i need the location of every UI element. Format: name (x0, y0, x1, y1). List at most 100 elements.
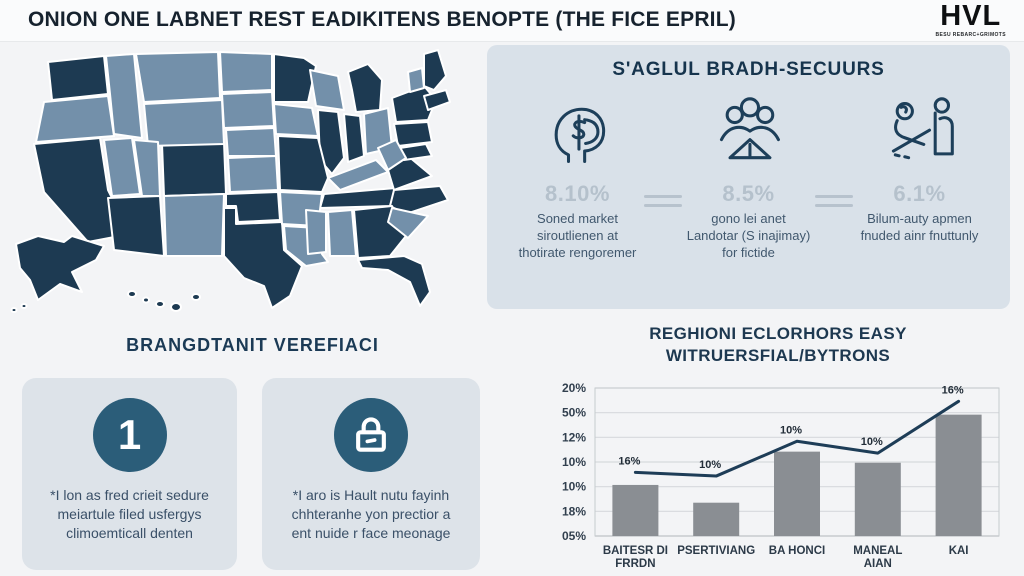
state-shape (319, 187, 397, 209)
bar (774, 451, 820, 536)
hawaii-island (170, 302, 182, 312)
trend-line (633, 399, 961, 478)
step-number-badge: 1 (92, 398, 167, 472)
chart-heading-line2: WITRUERSFIAL/BYTRONS (665, 346, 891, 366)
card-text-line: *I lon as fred crieit sedure (50, 487, 209, 503)
person-desk-icon (882, 95, 958, 171)
card-text-line: *I aro is Hault nutu fayinh (292, 487, 450, 503)
state-shape (273, 53, 317, 103)
state-shape (163, 193, 225, 257)
stat-caption-line: Soned market (537, 211, 618, 226)
state-shape (277, 135, 329, 193)
stat-value: 6.1% (893, 181, 946, 206)
stat-caption-line: Landotar (S inajimay) (686, 227, 811, 243)
state-shape (273, 103, 319, 137)
y-tick-label: 50% (562, 406, 586, 420)
y-tick-label: 10% (562, 455, 586, 469)
header-bar: ONION ONE LABNET REST EADIKITENS BENOPTE… (0, 0, 1024, 42)
state-shape (221, 91, 275, 129)
state-shape (135, 51, 221, 103)
x-tick-label: PSERTIVIANG (677, 545, 755, 557)
bar (693, 502, 740, 536)
stat-item-market: 8.10% Soned market siroutlienen at thoti… (511, 95, 644, 262)
stat-caption-line: fnuded ainr fnuttunly (860, 227, 979, 243)
hawaii-island (127, 290, 137, 298)
card-text-line: ent nuide r face meonage (291, 524, 451, 541)
stat-caption: Bilum-auty apmen fnuded ainr fnuttunly (861, 211, 979, 245)
card-text-line: meiartule filed usfergys (57, 505, 202, 522)
page-title: ONION ONE LABNET REST EADIKITENS BENOPTE… (28, 8, 736, 31)
state-shape (47, 55, 109, 101)
verification-card-text: *I lon as fred crieit sedure meiartule f… (42, 486, 217, 543)
stat-caption-line: gono lei anet (711, 211, 786, 226)
alaska-island (20, 303, 28, 309)
equals-divider-icon (815, 195, 853, 262)
stat-caption-line: for fictide (722, 244, 775, 260)
state-shape (393, 121, 433, 147)
y-tick-label: 10% (562, 480, 586, 494)
state-shape (225, 191, 281, 223)
lock-icon (356, 417, 386, 452)
family-group-icon (711, 95, 787, 171)
state-shape (219, 51, 273, 93)
state-shape (387, 207, 429, 239)
stats-panel-heading: S'AGLUL BRADH-SECUURS (612, 59, 885, 80)
lock-badge (334, 398, 408, 472)
head-currency-icon (540, 95, 616, 171)
verification-card-text: *I aro is Hault nutu fayinh chhteranhe y… (284, 486, 459, 543)
state-shape (423, 49, 447, 91)
stats-row: 8.10% Soned market siroutlienen at thoti… (511, 95, 986, 262)
stat-caption: gono lei anet Landotar (S inajimay) for … (687, 211, 811, 262)
x-tick-label: BA HONCI (769, 545, 825, 557)
state-shape (423, 89, 451, 111)
state-shape (357, 255, 431, 307)
verification-card-1: 1 *I lon as fred crieit sedure meiartule… (22, 378, 237, 570)
bar (612, 484, 659, 536)
state-shape (225, 127, 277, 157)
card-text-line: climoemticall denten (66, 524, 193, 541)
state-shape (347, 63, 383, 113)
stat-item-work: 6.1% Bilum-auty apmen fnuded ainr fnuttu… (853, 95, 986, 262)
stats-panel: S'AGLUL BRADH-SECUURS 8.10% Soned market… (487, 45, 1010, 309)
stat-caption-line: siroutlienen at (537, 227, 618, 243)
state-shape (143, 99, 225, 147)
line-point-label: 10% (699, 459, 721, 471)
state-shape (327, 209, 357, 257)
stat-value: 8.5% (722, 181, 775, 206)
stat-caption-line: Bilum-auty apmen (867, 211, 972, 226)
chart-heading-line1: REGHIONI ECLORHORS EASY (649, 324, 907, 343)
verification-heading: BRANGDTANIT VEREFIACI (126, 335, 379, 355)
y-tick-label: 05% (562, 529, 586, 543)
hawaii-island (191, 293, 201, 301)
state-shape (227, 155, 279, 193)
regional-bar-line-chart: 20% 50% 12% 10% 10% 18% 05% 16% 10% 10% 10% 16% BAIT… (562, 381, 1000, 570)
x-tick-label: BAITESR DI (603, 545, 668, 557)
line-point-label: 16% (618, 455, 640, 467)
state-shape (327, 159, 389, 191)
state-shape (107, 195, 165, 257)
state-shape (133, 139, 161, 197)
y-tick-label: 12% (562, 430, 586, 444)
brand-logo-text: HVL (940, 0, 1002, 32)
card-text-line: chhteranhe yon prectior a (291, 505, 451, 522)
step-number: 1 (117, 411, 142, 458)
state-shape (343, 113, 365, 163)
state-shape (105, 53, 143, 139)
state-shape (305, 209, 327, 255)
brand-logo-subtext: BESU REBARC+GRIMOTS (935, 32, 1006, 38)
x-tick-label: KAI (949, 545, 969, 557)
state-shape (309, 69, 345, 111)
chart-heading: REGHIONI ECLORHORS EASY WITRUERSFIAL/BYT… (588, 323, 968, 367)
state-shape (377, 139, 407, 171)
hawaii-island (142, 296, 150, 304)
y-tick-label: 20% (562, 381, 586, 395)
x-tick-label: AIAN (864, 558, 892, 570)
state-shape-alaska (15, 235, 105, 301)
stat-caption: Soned market siroutlienen at thotirate r… (519, 211, 637, 262)
line-point-label: 10% (861, 436, 883, 448)
state-shape (389, 185, 449, 215)
hawaii-island (155, 300, 165, 308)
alaska-island (10, 307, 18, 313)
y-tick-label: 18% (562, 504, 586, 518)
equals-divider-icon (644, 195, 682, 262)
